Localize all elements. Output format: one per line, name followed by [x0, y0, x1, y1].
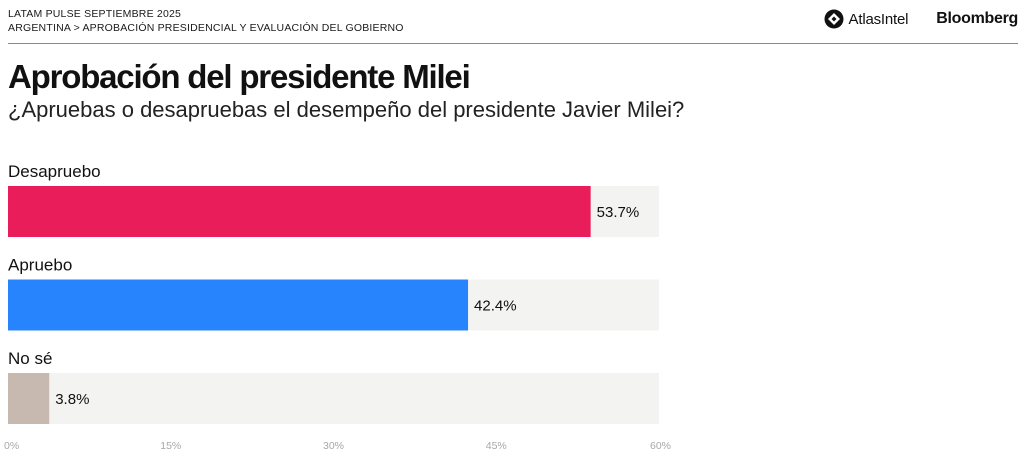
chart-subtitle: ¿Apruebas o desapruebas el desempeño del… [8, 97, 685, 122]
atlasintel-mark-icon [824, 9, 844, 29]
chart-title: Aprobación del presidente Milei [8, 58, 471, 95]
survey-name: LATAM PULSE SEPTIEMBRE 2025 [8, 8, 182, 20]
bar-apruebo [8, 279, 469, 331]
atlasintel-logo: AtlasIntel [824, 9, 909, 29]
survey-meta: LATAM PULSE SEPTIEMBRE 2025 ARGENTINA > … [8, 7, 404, 35]
x-tick-label: 45% [486, 440, 507, 452]
bar-no-se [8, 373, 50, 424]
bar-track-no-se [8, 373, 659, 424]
category-label-no-se: No sé [8, 349, 52, 368]
x-tick-label: 0% [4, 440, 19, 452]
value-label-desapruebo: 53.7% [597, 204, 640, 221]
x-tick-label: 30% [323, 440, 344, 452]
x-tick-label: 15% [160, 440, 181, 452]
value-label-no-se: 3.8% [55, 391, 89, 408]
logos: AtlasIntel Bloomberg [824, 6, 1018, 32]
breadcrumb: ARGENTINA > APROBACIÓN PRESIDENCIAL Y EV… [8, 22, 404, 34]
category-label-desapruebo: Desapruebo [8, 162, 101, 181]
atlasintel-logo-text: AtlasIntel [848, 10, 909, 28]
x-tick-label: 60% [650, 440, 671, 452]
bar-desapruebo [8, 186, 591, 237]
value-label-apruebo: 42.4% [474, 298, 517, 315]
header-divider [8, 43, 1018, 44]
category-label-apruebo: Apruebo [8, 256, 72, 275]
bloomberg-logo: Bloomberg [936, 10, 1018, 27]
